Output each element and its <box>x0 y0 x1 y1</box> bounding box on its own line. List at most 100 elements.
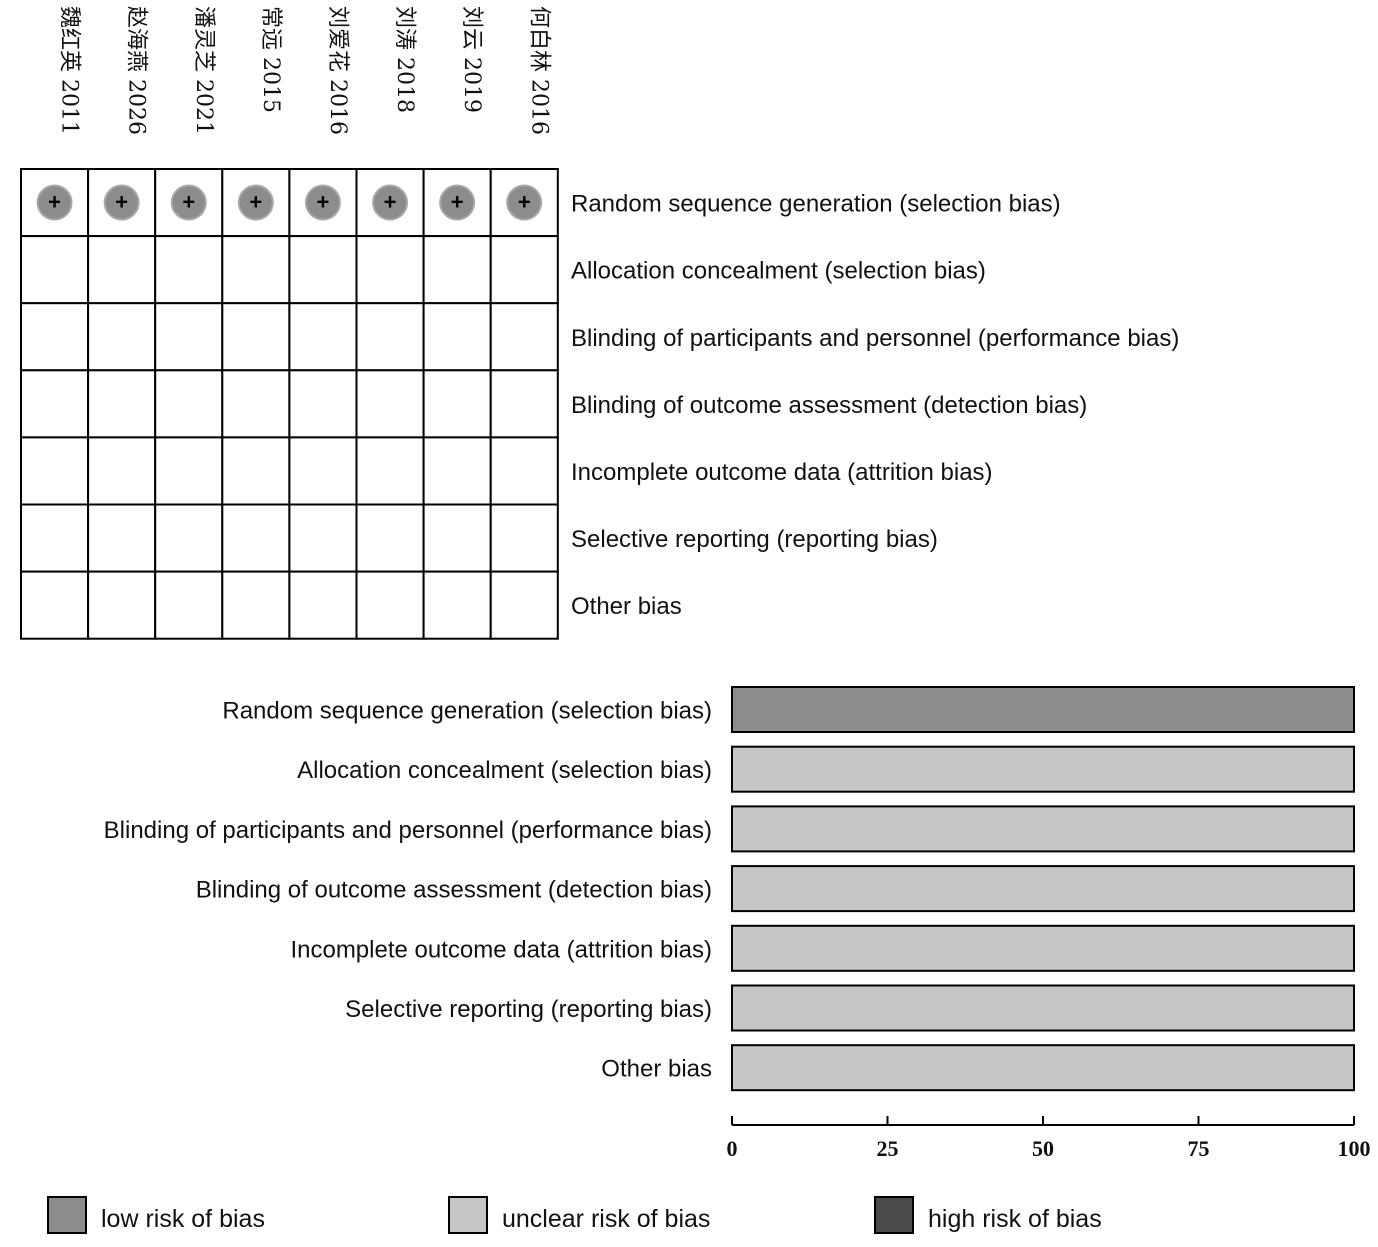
grid-cell <box>489 503 559 573</box>
grid-cell <box>154 570 224 640</box>
summary-domain-label: Other bias <box>571 593 682 620</box>
grid-cell <box>87 369 157 439</box>
grid-cell <box>20 570 90 640</box>
study-label: 何白林 2016 <box>526 6 551 135</box>
grid-cell <box>422 570 492 640</box>
grid-cell <box>87 570 157 640</box>
grid-cell <box>489 570 559 640</box>
grid-cell <box>221 235 291 305</box>
grid-cell <box>20 436 90 506</box>
plus-symbol: + <box>518 190 531 215</box>
dot-rim <box>170 184 207 221</box>
summary-domain-label: Blinding of outcome assessment (detectio… <box>571 392 1087 419</box>
legend-label: high risk of bias <box>928 1205 1102 1233</box>
study-label: 常远 2015 <box>258 6 283 113</box>
grid-cell <box>355 570 425 640</box>
dot-rim <box>237 184 274 221</box>
grid-cell <box>221 369 291 439</box>
unclear-bar-segment <box>731 924 1355 972</box>
grid-cell <box>20 503 90 573</box>
plus-symbol: + <box>317 190 330 215</box>
study-label: 刘涛 2018 <box>392 6 417 113</box>
grid-cell <box>422 235 492 305</box>
grid-cell <box>87 503 157 573</box>
dot-rim <box>439 184 476 221</box>
plus-symbol: + <box>384 190 397 215</box>
dot-rim <box>36 184 73 221</box>
grid-cell <box>288 235 358 305</box>
risk-of-bias-summary-grid: 魏红英 2011 赵海燕 2026 潘灵芝 2021 常远 2015 刘爱花 2016 刘… <box>20 6 1179 640</box>
low-risk-dot <box>373 185 408 220</box>
dot-rim <box>304 184 341 221</box>
grid-cell <box>355 302 425 372</box>
graph-domain-label: Blinding of participants and personnel (… <box>104 817 712 844</box>
grid-cell <box>154 369 224 439</box>
grid-cell <box>87 302 157 372</box>
summary-domain-label: Incomplete outcome data (attrition bias) <box>571 459 993 486</box>
grid-cell <box>288 503 358 573</box>
low-risk-dot <box>440 185 475 220</box>
plus-symbol: + <box>249 190 262 215</box>
x-tick-label: 0 <box>727 1136 738 1161</box>
grid-cell <box>154 302 224 372</box>
grid-cell <box>489 436 559 506</box>
unclear-legend-swatch <box>448 1196 488 1234</box>
unclear-bar-segment <box>731 1044 1355 1092</box>
grid-cell <box>154 503 224 573</box>
summary-domain-label: Allocation concealment (selection bias) <box>571 258 986 285</box>
x-tick-label: 75 <box>1188 1136 1210 1161</box>
grid-cell <box>20 235 90 305</box>
grid-cell <box>422 369 492 439</box>
grid-cell <box>422 302 492 372</box>
grid-cell <box>355 436 425 506</box>
graph-domain-label: Blinding of outcome assessment (detectio… <box>196 877 712 904</box>
dot-rim <box>103 184 140 221</box>
low-risk-dot <box>305 185 340 220</box>
unclear-bar-segment <box>731 805 1355 853</box>
high-legend-swatch <box>874 1196 914 1234</box>
plus-symbol: + <box>115 190 128 215</box>
summary-domain-label: Selective reporting (reporting bias) <box>571 526 938 553</box>
grid-cell <box>221 570 291 640</box>
plus-symbol: + <box>48 190 61 215</box>
graph-domain-label: Incomplete outcome data (attrition bias) <box>290 936 712 963</box>
grid-cell <box>221 436 291 506</box>
low-risk-dot <box>171 185 206 220</box>
grid-cell <box>355 369 425 439</box>
grid-cell <box>355 235 425 305</box>
study-label: 刘爱花 2016 <box>325 6 350 135</box>
low-risk-dot <box>507 185 542 220</box>
grid-cell <box>422 503 492 573</box>
grid-cell <box>489 235 559 305</box>
plus-symbol: + <box>451 190 464 215</box>
dot-rim <box>372 184 409 221</box>
grid-cell <box>422 436 492 506</box>
unclear-bar-segment <box>731 745 1355 793</box>
study-label: 刘云 2019 <box>459 6 484 113</box>
graph-domain-label: Allocation concealment (selection bias) <box>297 757 712 784</box>
summary-domain-label: Blinding of participants and personnel (… <box>571 325 1179 352</box>
study-label: 赵海燕 2026 <box>124 6 149 135</box>
summary-domain-label: Random sequence generation (selection bi… <box>571 191 1061 218</box>
grid-cell <box>355 503 425 573</box>
grid-cell <box>154 436 224 506</box>
grid-cell <box>288 436 358 506</box>
low-bar-segment <box>731 686 1355 733</box>
low-legend-swatch <box>47 1196 87 1234</box>
grid-cell <box>288 302 358 372</box>
plus-symbol: + <box>182 190 195 215</box>
legend: low risk of bias unclear risk of bias high… <box>47 1196 1102 1234</box>
graph-domain-label: Other bias <box>601 1056 712 1083</box>
x-tick-label: 25 <box>877 1136 899 1161</box>
low-risk-dot <box>104 185 139 220</box>
low-risk-dot <box>37 185 72 220</box>
dot-rim <box>506 184 543 221</box>
study-label: 魏红英 2011 <box>57 6 82 135</box>
grid-cell <box>489 369 559 439</box>
graph-domain-label: Random sequence generation (selection bi… <box>222 698 712 725</box>
grid-cell <box>20 302 90 372</box>
risk-of-bias-graph: Random sequence generation (selection bi… <box>104 686 1371 1161</box>
legend-label: low risk of bias <box>101 1205 265 1233</box>
unclear-bar-segment <box>731 984 1355 1032</box>
